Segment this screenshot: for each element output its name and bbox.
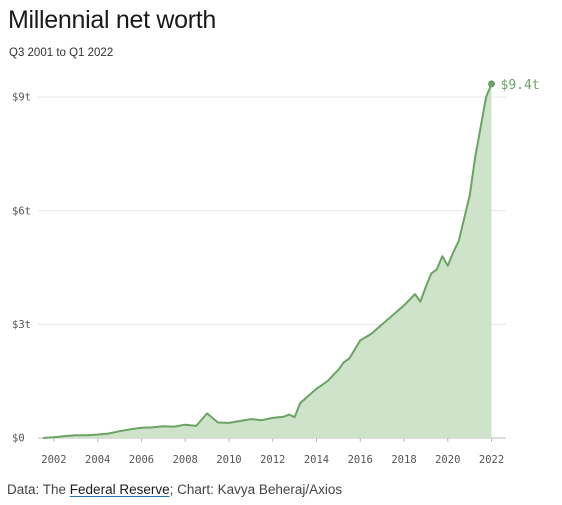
- y-axis-tick-labels: $0 $3t $6t $9t: [12, 92, 31, 445]
- end-point-marker: [488, 80, 496, 88]
- x-tick-label: 2010: [216, 454, 241, 466]
- y-tick-label: $6t: [12, 205, 31, 217]
- federal-reserve-link[interactable]: Federal Reserve: [69, 482, 170, 497]
- chart-subtitle: Q3 2001 to Q1 2022: [9, 47, 114, 59]
- end-value-label: $9.4t: [501, 78, 540, 93]
- x-tick-label: 2008: [173, 454, 198, 466]
- x-tick-label: 2006: [129, 454, 154, 466]
- chart-title: Millennial net worth: [8, 6, 216, 34]
- series-line-group: [42, 83, 493, 439]
- x-tick-label: 2014: [304, 454, 329, 466]
- end-marker-group: $9.4t: [488, 78, 540, 93]
- x-tick-label: 2002: [41, 454, 66, 466]
- x-tick-label: 2016: [348, 454, 373, 466]
- net-worth-area: [43, 83, 492, 439]
- chart-canvas: $0 $3t $6t $9t 2002 2004 2006 2008 2010 2012 2014…: [12, 78, 540, 466]
- net-worth-line: [42, 83, 493, 439]
- x-tick-label: 2012: [260, 454, 285, 466]
- y-tick-label: $0: [12, 433, 25, 445]
- x-tick-label: 2020: [435, 454, 460, 466]
- x-tick-label: 2022: [479, 454, 504, 466]
- x-tick-label: 2018: [391, 454, 416, 466]
- area-fill-group: [43, 83, 492, 439]
- y-tick-label: $3t: [12, 319, 31, 331]
- y-tick-label: $9t: [12, 92, 31, 104]
- x-tick-label: 2004: [85, 454, 110, 466]
- source-footer: Data: The Federal Reserve; Chart: Kavya …: [7, 482, 342, 497]
- footer-suffix: ; Chart: Kavya Beheraj/Axios: [169, 482, 343, 497]
- x-axis-tick-labels: 2002 2004 2006 2008 2010 2012 2014 2016 2018 2020…: [41, 438, 504, 466]
- footer-prefix: Data: The: [7, 482, 70, 497]
